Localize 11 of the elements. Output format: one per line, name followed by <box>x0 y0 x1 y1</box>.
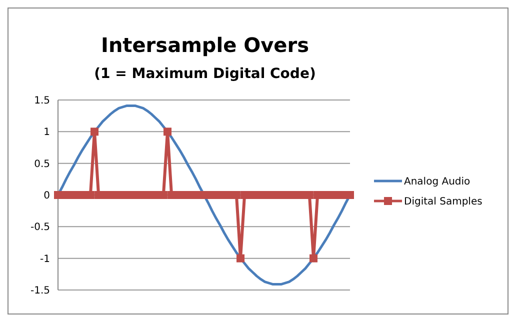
y-tick-label: 1 <box>44 127 50 138</box>
y-tick-label: 0 <box>44 190 50 202</box>
y-tick-label: 1.5 <box>34 96 50 106</box>
y-tick-label: -1 <box>40 254 50 265</box>
chart-title: Intersample Overs <box>101 33 309 57</box>
legend-label: Analog Audio <box>404 176 470 188</box>
y-tick-label: 0.5 <box>34 158 50 170</box>
chart-subtitle: (1 = Maximum Digital Code) <box>94 66 316 82</box>
y-tick-label: -1.5 <box>30 286 50 296</box>
y-tick-label: -0.5 <box>30 222 50 234</box>
legend-label: Digital Samples <box>404 196 482 208</box>
